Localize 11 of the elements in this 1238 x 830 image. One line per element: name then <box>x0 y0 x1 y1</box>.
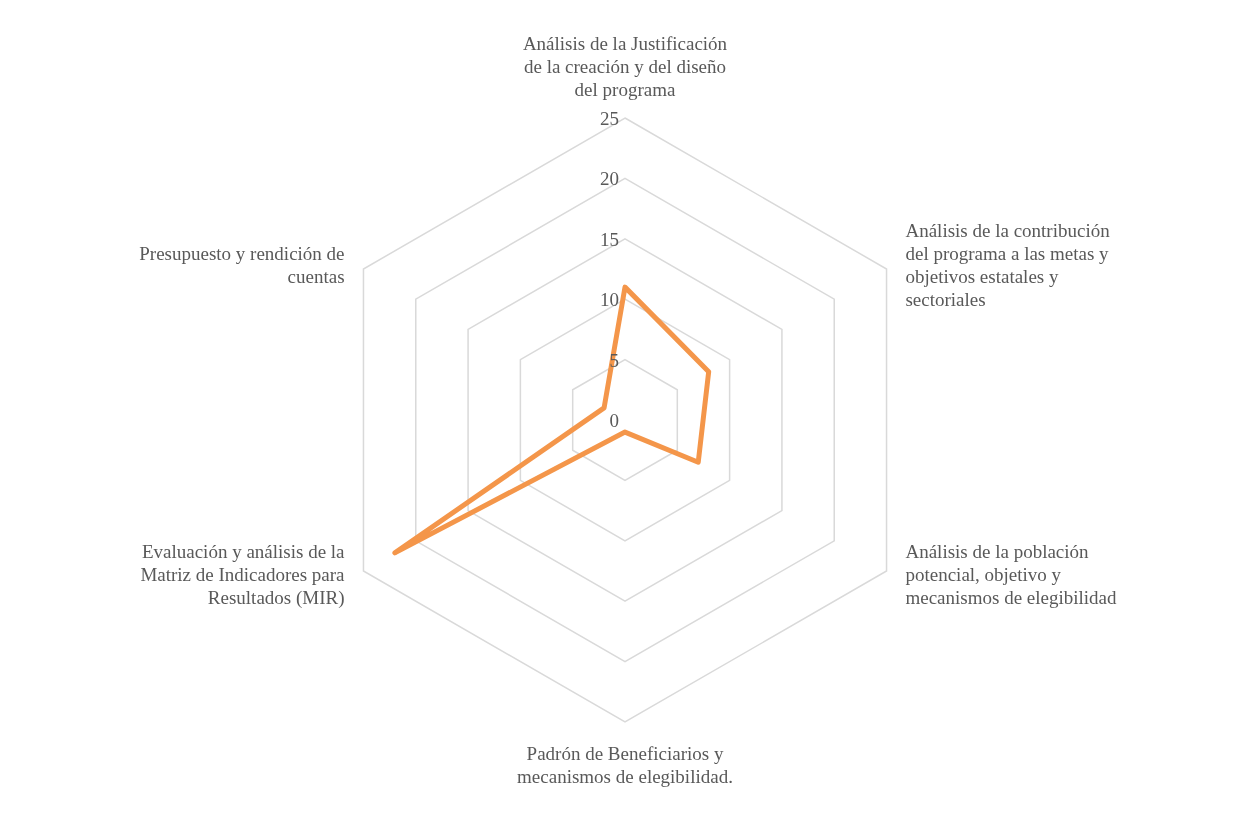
spoke-label: Análisis de la población potencial, objetivo y mecanismos de elegibilidad <box>905 541 1118 608</box>
spoke-label: Presupuesto y rendición de cuentas <box>139 242 345 287</box>
y-tick-label: 10 <box>600 289 619 311</box>
y-tick-label: 20 <box>600 168 619 190</box>
y-tick-label: 0 <box>609 410 619 431</box>
spoke-label: Evaluación y análisis de la Matriz de Indicadores para Resultados (MIR) <box>140 541 346 609</box>
spoke-label: Análisis de la Justificación de la creación y del diseño del programa <box>522 33 728 100</box>
spoke-label: Padrón de Beneficiarios y mecanismos de elegibilidad. <box>517 743 733 787</box>
y-tick-label: 15 <box>600 228 619 250</box>
y-tick-label: 25 <box>600 108 619 129</box>
spoke-label: Análisis de la contribución del programa a las metas y objetivos estatales y sectoriales <box>905 219 1111 310</box>
